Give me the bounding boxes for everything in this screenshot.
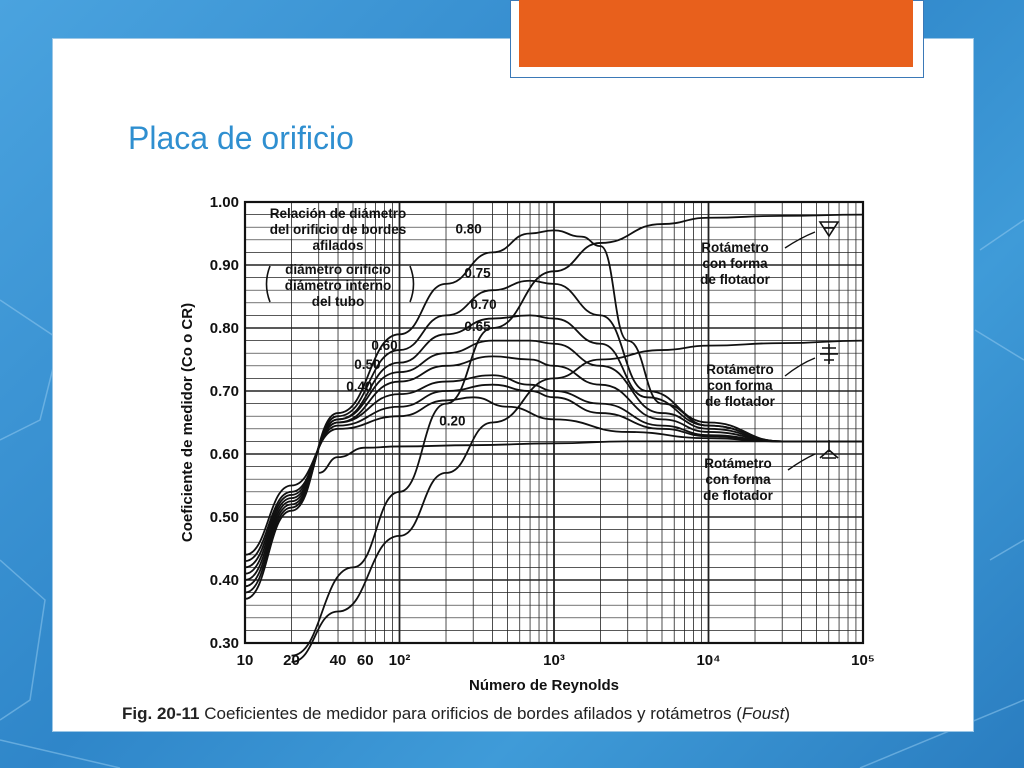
- rotameter-annotation-3-line: de flotador: [703, 488, 773, 503]
- series-line: [244, 279, 863, 594]
- y-tick-label: 0.60: [210, 446, 239, 463]
- series-label: 0.80: [455, 222, 481, 237]
- arrow-2: [784, 357, 816, 377]
- orifice-ratio-fraction-line: del tubo: [312, 294, 365, 309]
- arrow-1: [784, 231, 816, 249]
- series-line: [244, 229, 863, 600]
- y-tick-label: 0.70: [210, 383, 239, 400]
- float-cone-icon: [818, 221, 840, 238]
- orifice-ratio-title-line: afilados: [312, 238, 363, 253]
- orifice-coefficient-chart: 0.30 0.40 0.50 0.60 0.70 0.80 0.90 1.00 10 20 40 60…: [179, 194, 875, 694]
- orifice-ratio-title-line: del orificio de bordes: [270, 222, 407, 237]
- series-label: 0.65: [464, 319, 491, 334]
- series-label: 0.20: [439, 414, 465, 429]
- x-tick-label: 40: [330, 652, 347, 669]
- y-tick-label: 0.90: [210, 257, 239, 274]
- series-label: 0.60: [371, 338, 397, 353]
- orifice-ratio-title-line: Relación de diámetro: [270, 206, 407, 221]
- rotameter-annotation-1-line: de flotador: [700, 272, 770, 287]
- x-axis-label: Número de Reynolds: [469, 677, 619, 694]
- x-tick-label: 20: [283, 652, 300, 669]
- orifice-ratio-fraction-line: diámetro interno: [285, 278, 392, 293]
- y-tick-label: 1.00: [210, 194, 239, 211]
- x-tick-label: 10³: [543, 652, 565, 669]
- slide-content-area: [52, 38, 974, 732]
- y-tick-label: 0.80: [210, 320, 239, 337]
- rotameter-annotation-2-line: Rotámetro: [706, 362, 774, 377]
- x-tick-label: 10: [237, 652, 254, 669]
- y-axis-label: Coeficiente de medidor (Co o CR): [179, 303, 196, 542]
- paren-left: [265, 265, 271, 303]
- accent-bar: [519, 0, 913, 67]
- plot-frame: [243, 200, 865, 645]
- y-tick-label: 0.50: [210, 509, 239, 526]
- rotameter-annotation-3-line: con forma: [705, 472, 771, 487]
- rotameter-annotation-3-line: Rotámetro: [704, 456, 772, 471]
- series-line: [291, 339, 864, 663]
- figure-label: Fig. 20-11: [122, 704, 200, 723]
- rotameter-annotation-1-line: Rotámetro: [701, 240, 769, 255]
- float-spike-icon: [819, 440, 839, 459]
- x-tick-label: 60: [357, 652, 374, 669]
- chart-grid: [244, 201, 864, 644]
- figure-caption: Fig. 20-11 Coeficientes de medidor para …: [122, 704, 790, 724]
- x-tick-label: 10⁴: [696, 652, 720, 669]
- chart-labels: 0.20 0.40 0.50 0.60 0.65 0.70 0.75 0.80: [346, 222, 496, 429]
- rotameter-annotation-2-line: con forma: [707, 378, 773, 393]
- y-tick-label: 0.30: [210, 635, 239, 652]
- rotameter-annotation-2-line: de flotador: [705, 394, 775, 409]
- series-label: 0.50: [354, 357, 380, 372]
- x-tick-label: 10⁵: [851, 652, 875, 669]
- series-line: [318, 440, 863, 474]
- slide-title: Placa de orificio: [128, 120, 354, 156]
- float-disk-icon: [820, 344, 838, 364]
- arrow-3: [787, 453, 816, 471]
- series-label: 0.75: [464, 266, 491, 281]
- series-label: 0.70: [470, 297, 496, 312]
- orifice-ratio-fraction-line: diámetro orificio: [285, 262, 391, 277]
- chart-series: [244, 213, 864, 663]
- caption-source: Foust: [741, 704, 785, 723]
- caption-end: ): [784, 704, 791, 723]
- chart-axes: 0.30 0.40 0.50 0.60 0.70 0.80 0.90 1.00 10 20 40 60…: [179, 194, 875, 694]
- paren-right: [409, 265, 415, 303]
- y-tick-label: 0.40: [210, 572, 239, 589]
- series-line: [291, 213, 864, 657]
- x-tick-label: 10²: [389, 652, 411, 669]
- caption-text: Coeficientes de medidor para orificios d…: [199, 704, 742, 723]
- rotameter-annotation-1-line: con forma: [702, 256, 768, 271]
- series-label: 0.40: [346, 379, 372, 394]
